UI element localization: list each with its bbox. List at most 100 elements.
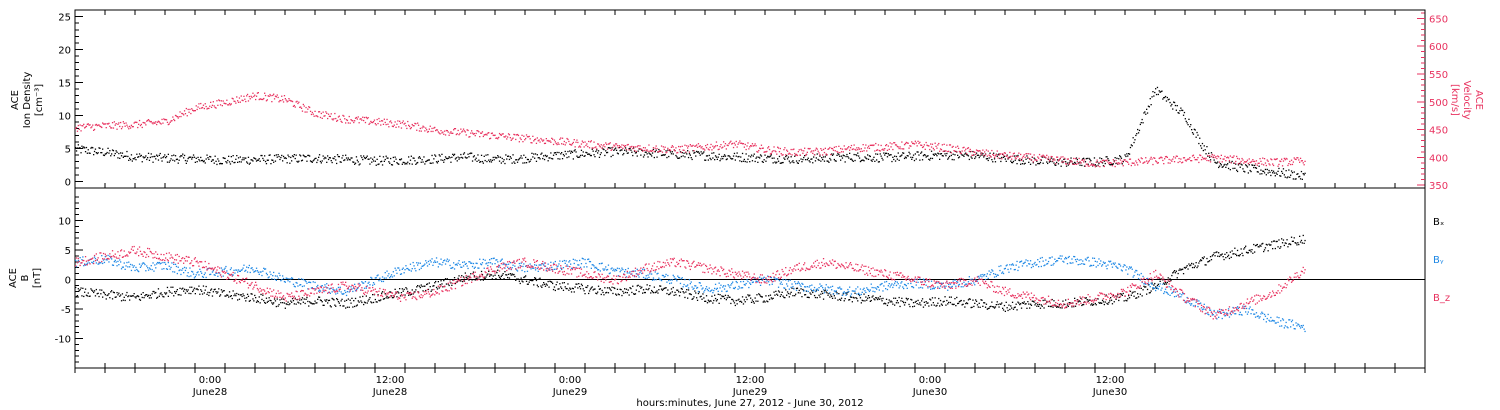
- density-point: [724, 155, 727, 157]
- density-point: [886, 156, 889, 158]
- density-point: [637, 150, 639, 152]
- bx-point: [719, 294, 721, 296]
- velocity-point: [690, 145, 692, 147]
- density-point: [156, 154, 158, 156]
- by-point: [530, 268, 532, 270]
- bx-point: [1227, 255, 1229, 258]
- velocity-point: [588, 140, 590, 143]
- density-point: [946, 152, 948, 155]
- velocity-point: [880, 144, 882, 147]
- velocity-point: [1157, 162, 1159, 164]
- density-point: [762, 161, 764, 163]
- velocity-point: [428, 128, 430, 130]
- density-point: [1267, 172, 1269, 174]
- velocity-point: [463, 130, 466, 132]
- density-point: [1217, 161, 1219, 163]
- velocity-point: [561, 143, 563, 145]
- velocity-point: [1143, 161, 1145, 164]
- bx-point: [115, 296, 117, 298]
- velocity-point: [466, 129, 468, 131]
- density-point: [81, 145, 83, 147]
- bx-point: [169, 291, 171, 293]
- bx-point: [965, 302, 967, 305]
- bx-point: [568, 289, 570, 291]
- density-point: [697, 151, 700, 153]
- velocity-point: [911, 141, 913, 143]
- density-point: [1119, 156, 1122, 158]
- density-point: [286, 162, 288, 164]
- density-point: [357, 161, 359, 163]
- velocity-point: [562, 143, 565, 145]
- density-point: [1272, 172, 1274, 174]
- velocity-point: [858, 148, 861, 150]
- by-point: [532, 267, 534, 269]
- bx-point: [1169, 278, 1171, 280]
- bx-point: [776, 293, 778, 295]
- density-point: [642, 156, 645, 158]
- velocity-point: [776, 153, 778, 155]
- velocity-point: [129, 125, 131, 128]
- bx-point: [748, 295, 750, 297]
- bx-point: [1299, 241, 1302, 243]
- density-point: [241, 159, 243, 161]
- velocity-point: [309, 110, 312, 112]
- bx-point: [798, 289, 800, 292]
- bx-point: [1211, 255, 1213, 257]
- bx-point: [223, 290, 225, 292]
- by-point: [354, 290, 357, 292]
- velocity-point: [1131, 162, 1133, 164]
- by-point: [600, 262, 602, 265]
- velocity-point: [362, 116, 364, 118]
- by-point: [314, 281, 316, 284]
- bx-point: [456, 281, 458, 283]
- velocity-point: [1253, 160, 1255, 163]
- by-point: [130, 269, 133, 272]
- density-point: [162, 156, 164, 159]
- velocity-point: [371, 121, 373, 124]
- by-point: [160, 262, 162, 264]
- velocity-point: [1140, 157, 1142, 159]
- density-point: [767, 155, 769, 157]
- velocity-point: [80, 130, 82, 132]
- density-point: [1236, 170, 1239, 173]
- density-point: [1089, 158, 1091, 161]
- by-point: [301, 285, 304, 288]
- velocity-point: [282, 101, 285, 103]
- velocity-point: [185, 107, 187, 110]
- by-point: [97, 263, 99, 265]
- velocity-point: [207, 107, 209, 109]
- bx-point: [831, 297, 834, 299]
- velocity-point: [86, 123, 88, 125]
- density-point: [1219, 163, 1222, 165]
- bx-point: [868, 297, 871, 299]
- velocity-point: [678, 149, 681, 151]
- bx-point: [457, 277, 459, 279]
- bx-point: [604, 287, 606, 289]
- velocity-point: [741, 143, 744, 145]
- bx-point: [222, 290, 224, 292]
- bx-point: [474, 279, 476, 281]
- velocity-point: [856, 147, 858, 149]
- velocity-point: [642, 150, 644, 152]
- density-point: [138, 156, 140, 158]
- bx-point: [441, 283, 443, 285]
- bx-point: [648, 287, 650, 290]
- velocity-point: [248, 95, 250, 98]
- bx-point: [388, 296, 390, 299]
- density-point: [391, 164, 394, 166]
- density-point: [1155, 88, 1157, 90]
- velocity-point: [916, 145, 918, 147]
- density-point: [917, 151, 919, 153]
- velocity-point: [327, 117, 329, 120]
- density-point: [318, 154, 321, 156]
- by-point: [195, 274, 197, 276]
- velocity-point: [219, 100, 221, 102]
- density-point: [127, 155, 129, 158]
- bx-point: [890, 300, 892, 302]
- bx-point: [754, 297, 756, 299]
- density-point: [1274, 175, 1276, 177]
- bx-point: [384, 293, 386, 295]
- velocity-point: [408, 125, 411, 128]
- velocity-point: [975, 149, 978, 151]
- velocity-point: [490, 132, 493, 135]
